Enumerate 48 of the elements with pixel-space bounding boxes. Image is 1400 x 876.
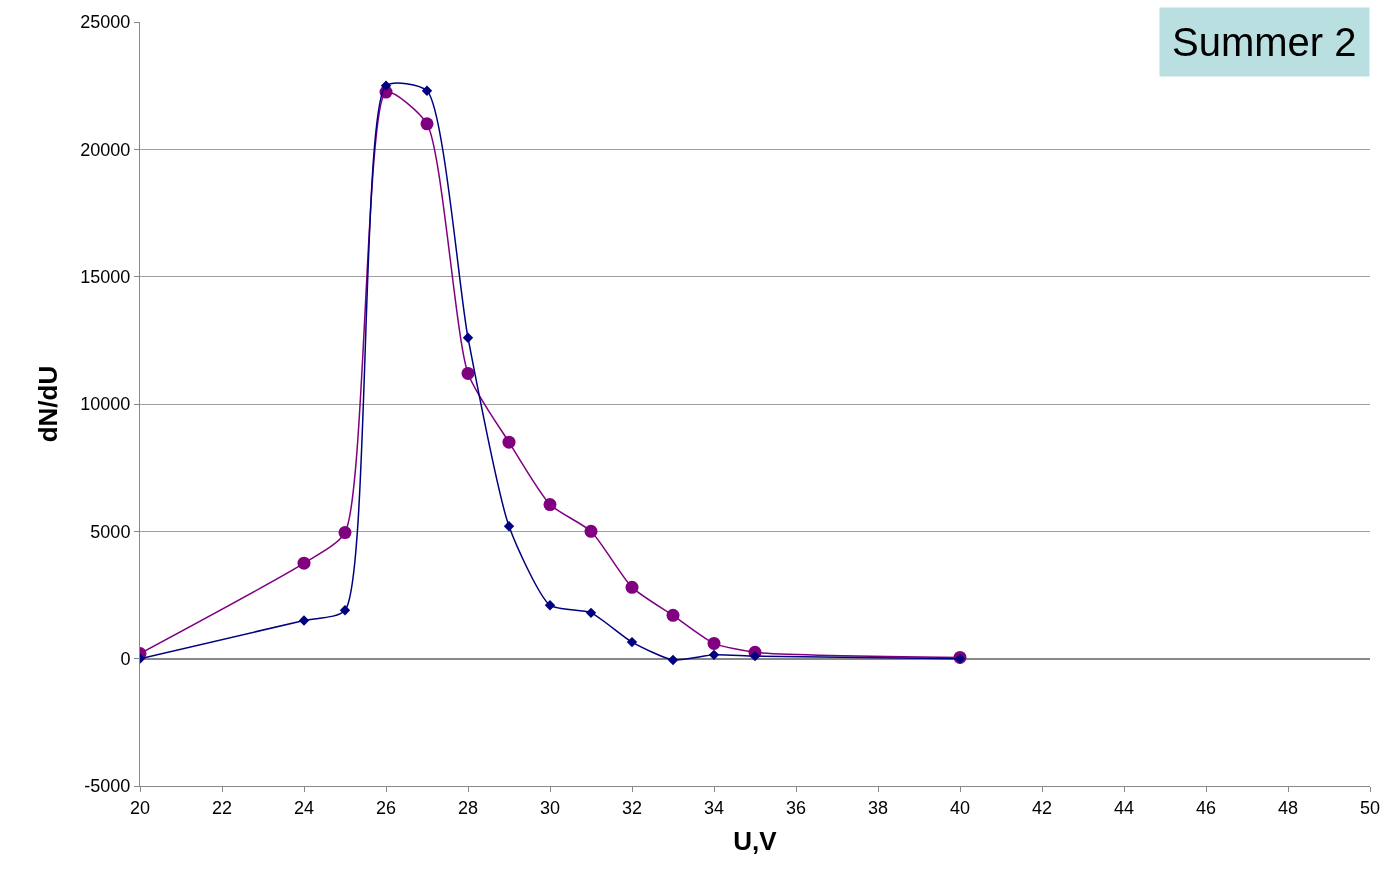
point [462, 332, 474, 343]
x-tick-label: 26 [375, 797, 397, 818]
y-tick-label: 10000 [80, 394, 131, 415]
point [298, 615, 310, 626]
point [461, 366, 475, 380]
x-tick-label: 36 [785, 797, 807, 818]
x-tick-label: 22 [211, 797, 233, 818]
x-tick-label: 40 [949, 797, 971, 818]
x-tick-label: 24 [293, 797, 315, 818]
point [503, 521, 515, 532]
x-tick-label: 38 [867, 797, 889, 818]
point [502, 435, 516, 449]
x-tick-label: 42 [1031, 797, 1053, 818]
point [708, 649, 720, 661]
point [626, 636, 638, 648]
point [707, 636, 721, 650]
x-tick-label: 28 [457, 797, 479, 818]
y-axis-title: dN/dU [32, 365, 63, 443]
y-tick-label: 0 [120, 648, 131, 669]
x-tick-label: 48 [1277, 797, 1299, 818]
x-axis-title: U,V [733, 826, 778, 857]
point [380, 80, 392, 91]
point [297, 556, 311, 570]
point [543, 498, 557, 512]
y-tick-label: 5000 [90, 521, 131, 542]
x-tick-label: 20 [129, 797, 151, 818]
point [625, 580, 639, 594]
point [339, 605, 351, 616]
x-tick-label: 50 [1359, 797, 1381, 818]
point [666, 608, 680, 622]
point [749, 650, 761, 662]
point [544, 599, 556, 611]
point [584, 524, 598, 538]
point [338, 526, 352, 540]
x-tick-label: 30 [539, 797, 561, 818]
point [420, 117, 434, 131]
x-tick-label: 32 [621, 797, 643, 818]
y-tick-label: -5000 [84, 776, 131, 797]
y-tick-label: 20000 [80, 139, 131, 160]
y-tick-label: 15000 [80, 266, 131, 287]
point [585, 607, 597, 619]
annotation: Summer 2 [1172, 20, 1357, 64]
x-tick-label: 44 [1113, 797, 1135, 818]
x-tick-label: 46 [1195, 797, 1217, 818]
x-tick-label: 34 [703, 797, 725, 818]
point [421, 85, 433, 96]
point [667, 654, 679, 666]
y-tick-label: 25000 [80, 12, 131, 33]
